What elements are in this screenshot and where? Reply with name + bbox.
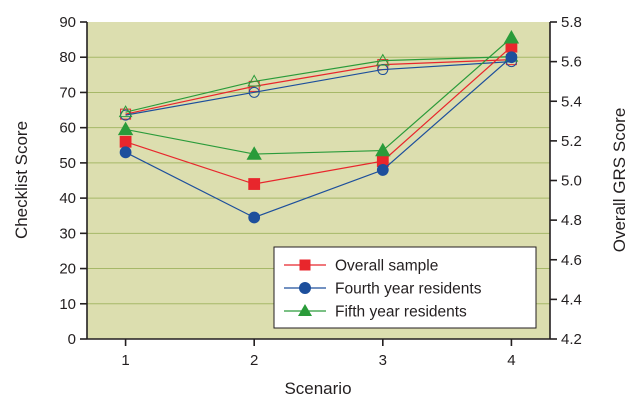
ticks: 0 10 20 30 40 50 60 70 80 90 4.2 4.4 4.6 4.8 5.0 5.2 5.4…: [59, 14, 582, 369]
series: [119, 51, 518, 224]
data-point-triangle: [246, 146, 262, 160]
legend-label-fourth: Fourth year residents: [335, 281, 482, 298]
legend-box: [273, 246, 537, 329]
y-left-tick-label: 90: [59, 14, 76, 31]
legend-marker-overall: [299, 259, 311, 271]
data-point-circle: [377, 64, 389, 76]
series-line: [125, 59, 512, 115]
y-right-tick-label: 4.2: [561, 331, 582, 348]
data-point-circle: [119, 146, 132, 159]
y-right-tick-label: 4.8: [561, 212, 582, 229]
x-tick-label: 1: [121, 352, 129, 369]
legend-label-overall: Overall sample: [335, 258, 438, 275]
y-left-tick-label: 80: [59, 49, 76, 66]
y-right-tick-label: 5.0: [561, 173, 582, 190]
legend-label-fifth: Fifth year residents: [335, 304, 467, 321]
data-point-triangle: [503, 30, 520, 44]
data-point-triangle: [118, 105, 133, 118]
data-point-square: [248, 178, 261, 190]
series: [119, 40, 518, 190]
series-line: [125, 61, 512, 116]
data-point-triangle: [375, 142, 391, 157]
y-right-tick-label: 4.6: [561, 252, 582, 269]
x-axis-title: Scenario: [284, 379, 351, 398]
data-point-circle: [376, 164, 389, 176]
x-tick-label: 3: [379, 352, 387, 369]
data-point-circle: [248, 86, 260, 98]
data-point-circle: [505, 51, 518, 64]
y-left-tick-label: 60: [59, 120, 76, 137]
y-right-tick-label: 5.6: [561, 54, 582, 71]
series-line: [125, 56, 512, 219]
y-axis-right-title: Overall GRS Score: [610, 108, 629, 253]
data-point-square: [119, 135, 132, 148]
y-axis-left-title: Checklist Score: [12, 121, 31, 239]
y-left-tick-label: 30: [59, 225, 76, 242]
y-left-tick-label: 0: [68, 331, 76, 348]
y-left-tick-label: 10: [59, 296, 76, 313]
legend-marker-fifth: [298, 304, 312, 316]
y-left-tick-label: 40: [59, 190, 76, 207]
y-left-tick-label: 50: [59, 155, 76, 172]
series-line: [125, 46, 512, 185]
y-right-tick-label: 5.2: [561, 133, 582, 150]
series-line: [125, 37, 512, 155]
data-point-triangle: [117, 121, 134, 136]
y-right-tick-label: 5.8: [561, 14, 582, 31]
y-left-tick-label: 70: [59, 84, 76, 101]
data-point-triangle: [375, 53, 390, 66]
legend: Overall sample Fourth year residents Fif…: [273, 246, 537, 329]
y-right-tick-label: 4.4: [561, 291, 582, 308]
series-line: [125, 56, 512, 113]
data-point-circle: [248, 211, 261, 224]
x-tick-label: 4: [507, 352, 515, 369]
legend-marker-fourth: [299, 282, 311, 294]
y-left-tick-label: 20: [59, 261, 76, 278]
series-layer: [117, 30, 520, 224]
x-tick-label: 2: [250, 352, 258, 369]
y-right-tick-label: 5.4: [561, 93, 582, 110]
series: [117, 30, 520, 160]
data-point-triangle: [247, 74, 262, 87]
